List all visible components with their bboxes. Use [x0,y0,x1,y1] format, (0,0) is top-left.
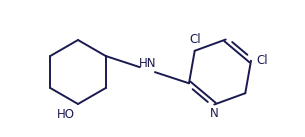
Text: Cl: Cl [189,33,200,46]
Text: HO: HO [57,108,75,121]
Text: N: N [210,108,219,121]
Text: Cl: Cl [256,54,267,67]
Text: HN: HN [138,57,156,70]
